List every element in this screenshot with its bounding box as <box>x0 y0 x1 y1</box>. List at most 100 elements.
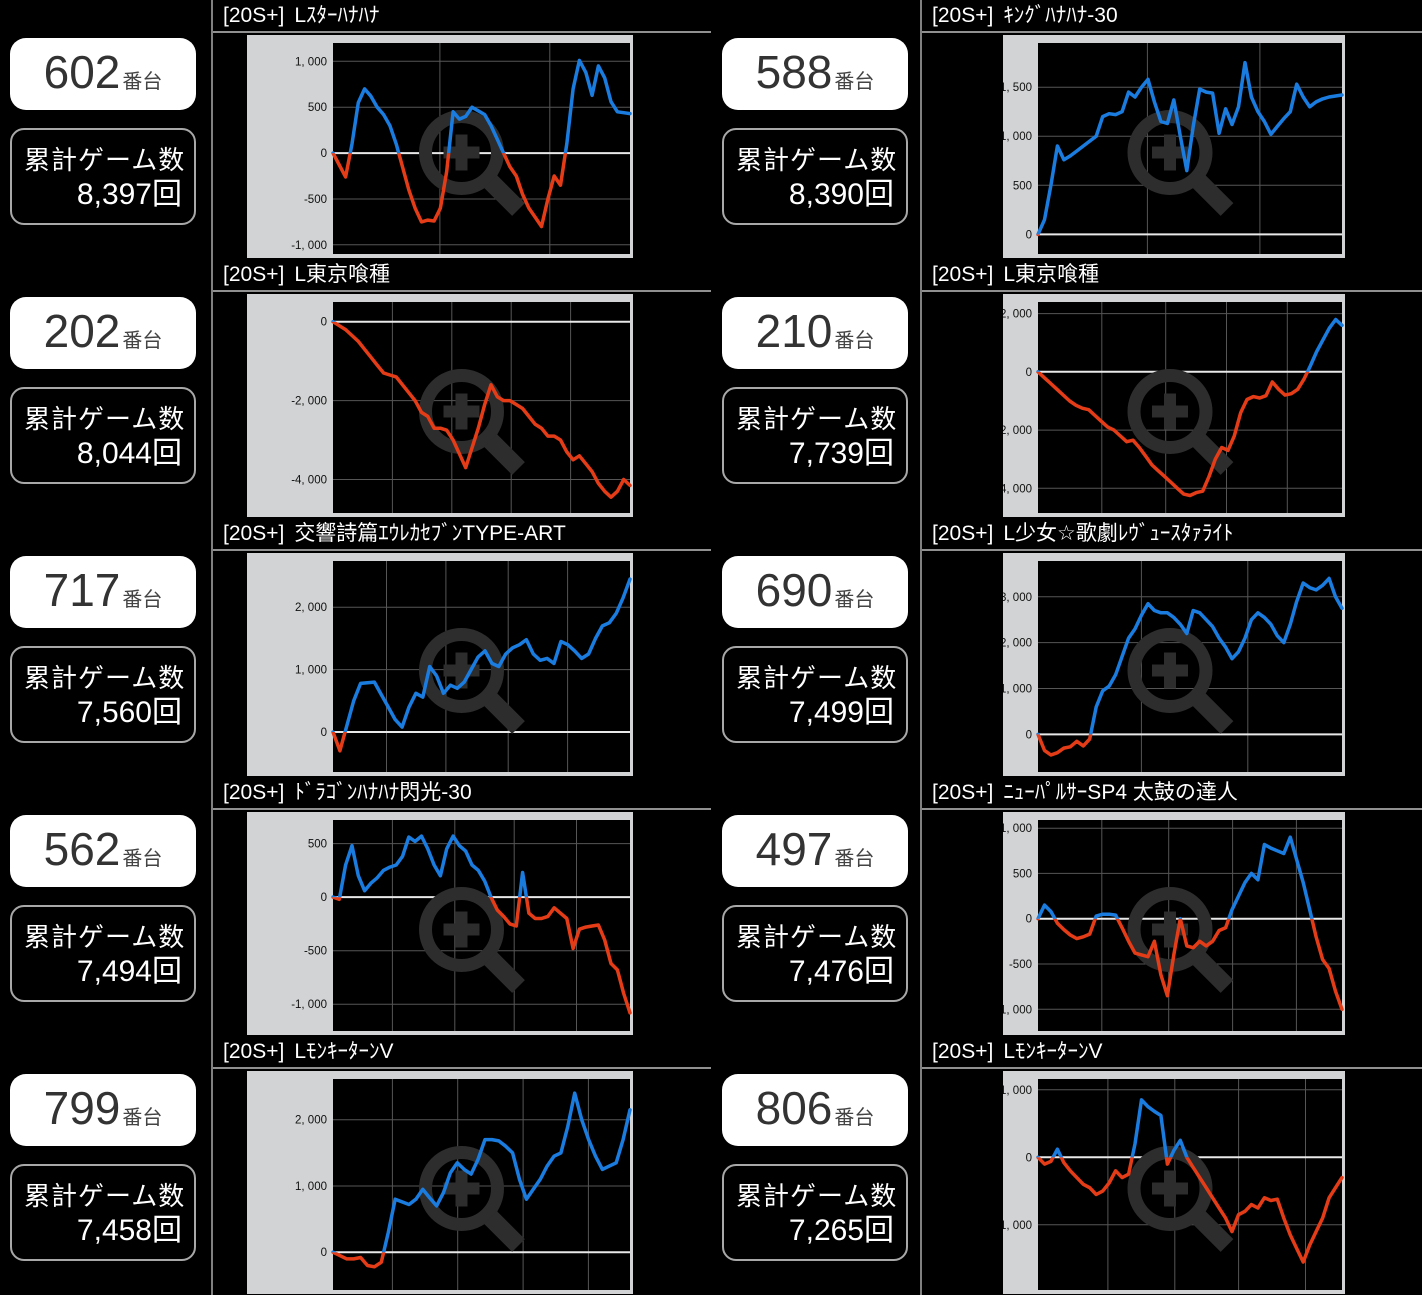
machine-panel: 202 番台 累計ゲーム数 8,044回 [20S+] L東京喰種 0 -2, 000… <box>0 259 712 518</box>
column-divider <box>211 0 213 1295</box>
chart-column: [20S+] L少女☆歌劇ﾚｳﾞｭｰｽﾀｧﾗｲﾄ 3, 000 2, 000 1, 0… <box>920 518 1422 777</box>
slump-graph-thumbnail[interactable]: 3, 000 2, 000 1, 000 0 <box>1003 553 1345 776</box>
machine-number-badge[interactable]: 690 番台 <box>722 556 908 628</box>
machine-name: L東京喰種 <box>1003 263 1099 286</box>
slump-line-up <box>331 834 529 898</box>
slump-line-up <box>331 58 632 154</box>
y-axis-tick-label: 2, 000 <box>1003 309 1032 321</box>
y-axis-tick-label: 2, 000 <box>295 1115 327 1127</box>
y-axis-tick-label: -1, 000 <box>291 240 327 252</box>
machine-number-badge[interactable]: 588 番台 <box>722 38 908 110</box>
total-games-label: 累計ゲーム数 <box>24 1181 186 1211</box>
y-axis-tick-label: 2, 000 <box>295 602 327 614</box>
plot-area <box>1038 561 1342 772</box>
machine-number: 497 <box>755 823 833 875</box>
machine-panel: 717 番台 累計ゲーム数 7,560回 [20S+] 交響詩篇ｴｳﾚｶｾﾌﾞﾝTY… <box>0 518 712 777</box>
total-games-label: 累計ゲーム数 <box>736 663 898 693</box>
machine-name: 交響詩篇ｴｳﾚｶｾﾌﾞﾝTYPE-ART <box>294 522 566 545</box>
total-games-box: 累計ゲーム数 7,560回 <box>10 646 196 743</box>
machine-number: 210 <box>755 305 833 357</box>
machine-number-badge[interactable]: 562 番台 <box>10 815 196 887</box>
chart-title-bar: [20S+] 交響詩篇ｴｳﾚｶｾﾌﾞﾝTYPE-ART <box>211 518 711 551</box>
y-axis-tick-label: -500 <box>1009 959 1032 971</box>
machine-number-badge[interactable]: 717 番台 <box>10 556 196 628</box>
chart-column: [20S+] Lｽﾀｰﾊﾅﾊﾅ 1, 000 500 0 -500 -1, 000 <box>211 0 711 259</box>
machine-number: 799 <box>43 1082 121 1134</box>
plot-area <box>333 302 630 513</box>
total-games-box: 累計ゲーム数 7,458回 <box>10 1164 196 1261</box>
y-axis-tick-label: 500 <box>308 102 327 114</box>
machine-number-suffix: 番台 <box>834 848 875 870</box>
machine-number-badge[interactable]: 202 番台 <box>10 297 196 369</box>
machine-panel: 806 番台 累計ゲーム数 7,265回 [20S+] LﾓﾝｷｰﾀｰﾝV 1, 0… <box>712 1036 1422 1295</box>
slump-graph-thumbnail[interactable]: 1, 000 500 0 -500 -1, 000 <box>1003 812 1345 1035</box>
total-games-value: 7,499回 <box>788 696 894 729</box>
plot-area <box>1038 302 1342 513</box>
machine-name: ｷﾝｸﾞﾊﾅﾊﾅ-30 <box>1003 4 1118 27</box>
y-axis-tick-label: -4, 000 <box>291 475 327 487</box>
y-axis-tick-label: -1, 000 <box>1003 1004 1032 1016</box>
y-axis-tick-label: -500 <box>304 194 327 206</box>
chart-title-bar: [20S+] LﾓﾝｷｰﾀｰﾝV <box>920 1036 1422 1069</box>
total-games-label: 累計ゲーム数 <box>24 663 186 693</box>
chart-column: [20S+] LﾓﾝｷｰﾀｰﾝV 2, 000 1, 000 0 <box>211 1036 711 1295</box>
machine-type-tag: [20S+] <box>223 1040 285 1063</box>
machine-name: L少女☆歌劇ﾚｳﾞｭｰｽﾀｧﾗｲﾄ <box>1003 522 1234 545</box>
slump-graph-thumbnail[interactable]: 1, 000 500 0 -500 -1, 000 <box>247 35 633 258</box>
machine-number-suffix: 番台 <box>122 71 163 93</box>
machine-type-tag: [20S+] <box>932 263 994 286</box>
machine-number-badge[interactable]: 806 番台 <box>722 1074 908 1146</box>
machine-name: ﾆｭｰﾊﾟﾙｻｰSP4 太鼓の達人 <box>1003 781 1238 804</box>
chart-canvas: 1, 000 0 -1, 000 <box>1003 1079 1344 1290</box>
slump-graph-thumbnail[interactable]: 1, 000 0 -1, 000 <box>1003 1071 1345 1294</box>
machine-number-badge[interactable]: 602 番台 <box>10 38 196 110</box>
machine-number-suffix: 番台 <box>834 71 875 93</box>
chart-canvas: 1, 000 500 0 -500 -1, 000 <box>1003 820 1344 1031</box>
total-games-box: 累計ゲーム数 8,044回 <box>10 387 196 484</box>
chart-title-bar: [20S+] L東京喰種 <box>920 259 1422 292</box>
slump-graph-thumbnail[interactable]: 2, 000 0 -2, 000 -4, 000 <box>1003 294 1345 517</box>
column-divider <box>920 0 922 1295</box>
machine-type-tag: [20S+] <box>223 263 285 286</box>
total-games-label: 累計ゲーム数 <box>24 404 186 434</box>
machine-number: 588 <box>755 46 833 98</box>
total-games-value: 7,476回 <box>788 955 894 988</box>
machine-number-suffix: 番台 <box>834 330 875 352</box>
y-axis-tick-label: -4, 000 <box>1003 483 1032 495</box>
slump-graph-thumbnail[interactable]: 2, 000 1, 000 0 <box>247 553 633 776</box>
y-axis-tick-label: 0 <box>321 317 327 329</box>
total-games-label: 累計ゲーム数 <box>736 1181 898 1211</box>
slump-graph-thumbnail[interactable]: 1, 500 1, 000 500 0 <box>1003 35 1345 258</box>
y-axis-tick-label: 1, 000 <box>1003 823 1032 835</box>
slump-graph-thumbnail[interactable]: 2, 000 1, 000 0 <box>247 1071 633 1294</box>
chart-canvas: 500 0 -500 -1, 000 <box>291 820 632 1031</box>
total-games-value: 7,494回 <box>76 955 182 988</box>
machine-panel: 799 番台 累計ゲーム数 7,458回 [20S+] LﾓﾝｷｰﾀｰﾝV 2, 0… <box>0 1036 712 1295</box>
chart-column: [20S+] ﾄﾞﾗｺﾞﾝﾊﾅﾊﾅ閃光-30 500 0 -500 -1, 000 <box>211 777 711 1036</box>
machine-name: L東京喰種 <box>294 263 390 286</box>
y-axis-tick-label: 0 <box>1026 229 1032 241</box>
machine-type-tag: [20S+] <box>932 781 994 804</box>
y-axis-tick-label: 0 <box>1026 729 1032 741</box>
y-axis-tick-label: 1, 000 <box>295 1181 327 1193</box>
slump-line-down <box>331 897 632 1015</box>
total-games-value: 7,265回 <box>788 1214 894 1247</box>
chart-canvas: 0 -2, 000 -4, 000 <box>291 302 632 513</box>
y-axis-tick-label: 1, 000 <box>1003 684 1032 696</box>
slump-graph-thumbnail[interactable]: 0 -2, 000 -4, 000 <box>247 294 633 517</box>
y-axis-tick-label: 1, 000 <box>1003 1085 1032 1097</box>
total-games-box: 累計ゲーム数 8,397回 <box>10 128 196 225</box>
machine-name: LﾓﾝｷｰﾀｰﾝV <box>1003 1040 1103 1063</box>
slump-line-down <box>331 321 632 499</box>
slump-graph-thumbnail[interactable]: 500 0 -500 -1, 000 <box>247 812 633 1035</box>
machine-number-badge[interactable]: 497 番台 <box>722 815 908 887</box>
machine-number: 690 <box>755 564 833 616</box>
machine-name: LﾓﾝｷｰﾀｰﾝV <box>294 1040 394 1063</box>
machine-number-badge[interactable]: 210 番台 <box>722 297 908 369</box>
machine-panel: 602 番台 累計ゲーム数 8,397回 [20S+] Lｽﾀｰﾊﾅﾊﾅ 1, 00… <box>0 0 712 259</box>
slump-line-down <box>1036 371 1310 498</box>
total-games-label: 累計ゲーム数 <box>24 145 186 175</box>
machine-number-badge[interactable]: 799 番台 <box>10 1074 196 1146</box>
